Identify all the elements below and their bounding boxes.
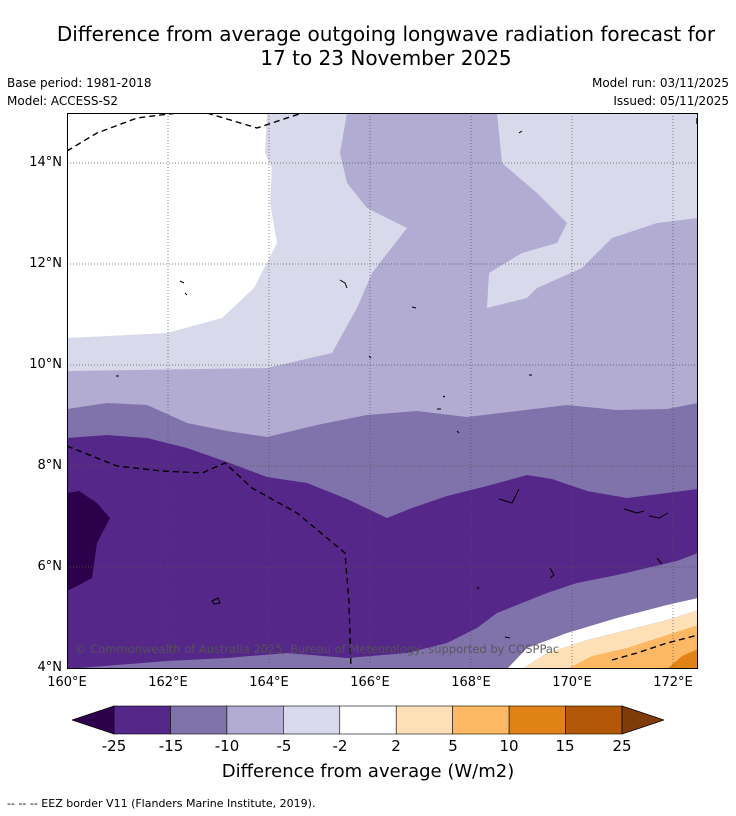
model-name: Model: ACCESS-S2 bbox=[7, 94, 119, 108]
map-frame bbox=[67, 113, 698, 669]
y-tick-14n: 14°N bbox=[29, 155, 62, 170]
colorbar-segment-2 bbox=[170, 705, 228, 735]
band-e08214 bbox=[667, 649, 698, 669]
colorbar-segment-5 bbox=[339, 705, 397, 735]
colorbar-segment-9 bbox=[565, 705, 623, 735]
cb-label-8: 10 bbox=[499, 737, 519, 755]
cb-label-3: -10 bbox=[214, 737, 240, 755]
band-white-west bbox=[67, 113, 277, 338]
x-tick-160e: 160°E bbox=[47, 675, 87, 690]
colorbar-segment-4 bbox=[283, 705, 341, 735]
meta-right: Model run: 03/11/2025 Issued: 05/11/2025 bbox=[592, 74, 729, 110]
islands bbox=[116, 130, 669, 639]
band-2d004b bbox=[67, 491, 110, 591]
y-tick-4n: 4°N bbox=[37, 660, 63, 675]
cb-label-2: -15 bbox=[158, 737, 184, 755]
cb-label-10: 25 bbox=[612, 737, 632, 755]
band-white-se bbox=[507, 598, 698, 669]
colorbar-segment-1 bbox=[113, 705, 171, 735]
eez-legend: -- -- -- EEZ border V11 (Flanders Marine… bbox=[7, 797, 316, 810]
colorbar-extend-low bbox=[72, 705, 115, 735]
x-tick-162e: 162°E bbox=[148, 675, 188, 690]
cb-label-1: -25 bbox=[101, 737, 127, 755]
x-tick-168e: 168°E bbox=[451, 675, 491, 690]
x-tick-172e: 172°E bbox=[653, 675, 693, 690]
title-line-1: Difference from average outgoing longwav… bbox=[56, 22, 716, 46]
cb-label-7: 5 bbox=[448, 737, 458, 755]
band-542788 bbox=[67, 435, 698, 669]
cb-label-6: 2 bbox=[391, 737, 401, 755]
title-line-2: 17 to 23 November 2025 bbox=[260, 46, 512, 70]
band-fdb863 bbox=[567, 625, 698, 669]
colorbar-segment-7 bbox=[452, 705, 510, 735]
map-gridlines bbox=[67, 113, 698, 669]
model-run: Model run: 03/11/2025 bbox=[591, 76, 729, 90]
meta-left: Base period: 1981-2018 Model: ACCESS-S2 bbox=[7, 74, 152, 110]
colorbar-segment-3 bbox=[226, 705, 284, 735]
chart-title: Difference from average outgoing longwav… bbox=[0, 22, 736, 70]
y-tick-8n: 8°N bbox=[37, 458, 63, 473]
copyright-text: © Commonwealth of Australia 2025, Bureau… bbox=[75, 642, 559, 656]
band-d8daeb-patch bbox=[537, 143, 560, 181]
y-tick-6n: 6°N bbox=[37, 559, 63, 574]
issued-date: Issued: 05/11/2025 bbox=[613, 94, 729, 108]
cb-label-5: -2 bbox=[332, 737, 348, 755]
cb-label-9: 15 bbox=[555, 737, 575, 755]
colorbar-title: Difference from average (W/m2) bbox=[221, 761, 515, 782]
base-period: Base period: 1981-2018 bbox=[7, 76, 152, 90]
colorbar bbox=[72, 705, 664, 735]
cb-label-4: -5 bbox=[276, 737, 292, 755]
x-tick-166e: 166°E bbox=[350, 675, 390, 690]
map-plot: © Commonwealth of Australia 2025, Bureau… bbox=[67, 113, 698, 669]
y-tick-10n: 10°N bbox=[29, 357, 62, 372]
x-tick-164e: 164°E bbox=[249, 675, 289, 690]
colorbar-segment-8 bbox=[508, 705, 566, 735]
y-tick-12n: 12°N bbox=[29, 256, 62, 271]
colorbar-extend-high bbox=[621, 705, 664, 735]
colorbar-segment-6 bbox=[395, 705, 453, 735]
x-tick-170e: 170°E bbox=[552, 675, 592, 690]
band-d8daeb-patch-2 bbox=[625, 183, 639, 220]
